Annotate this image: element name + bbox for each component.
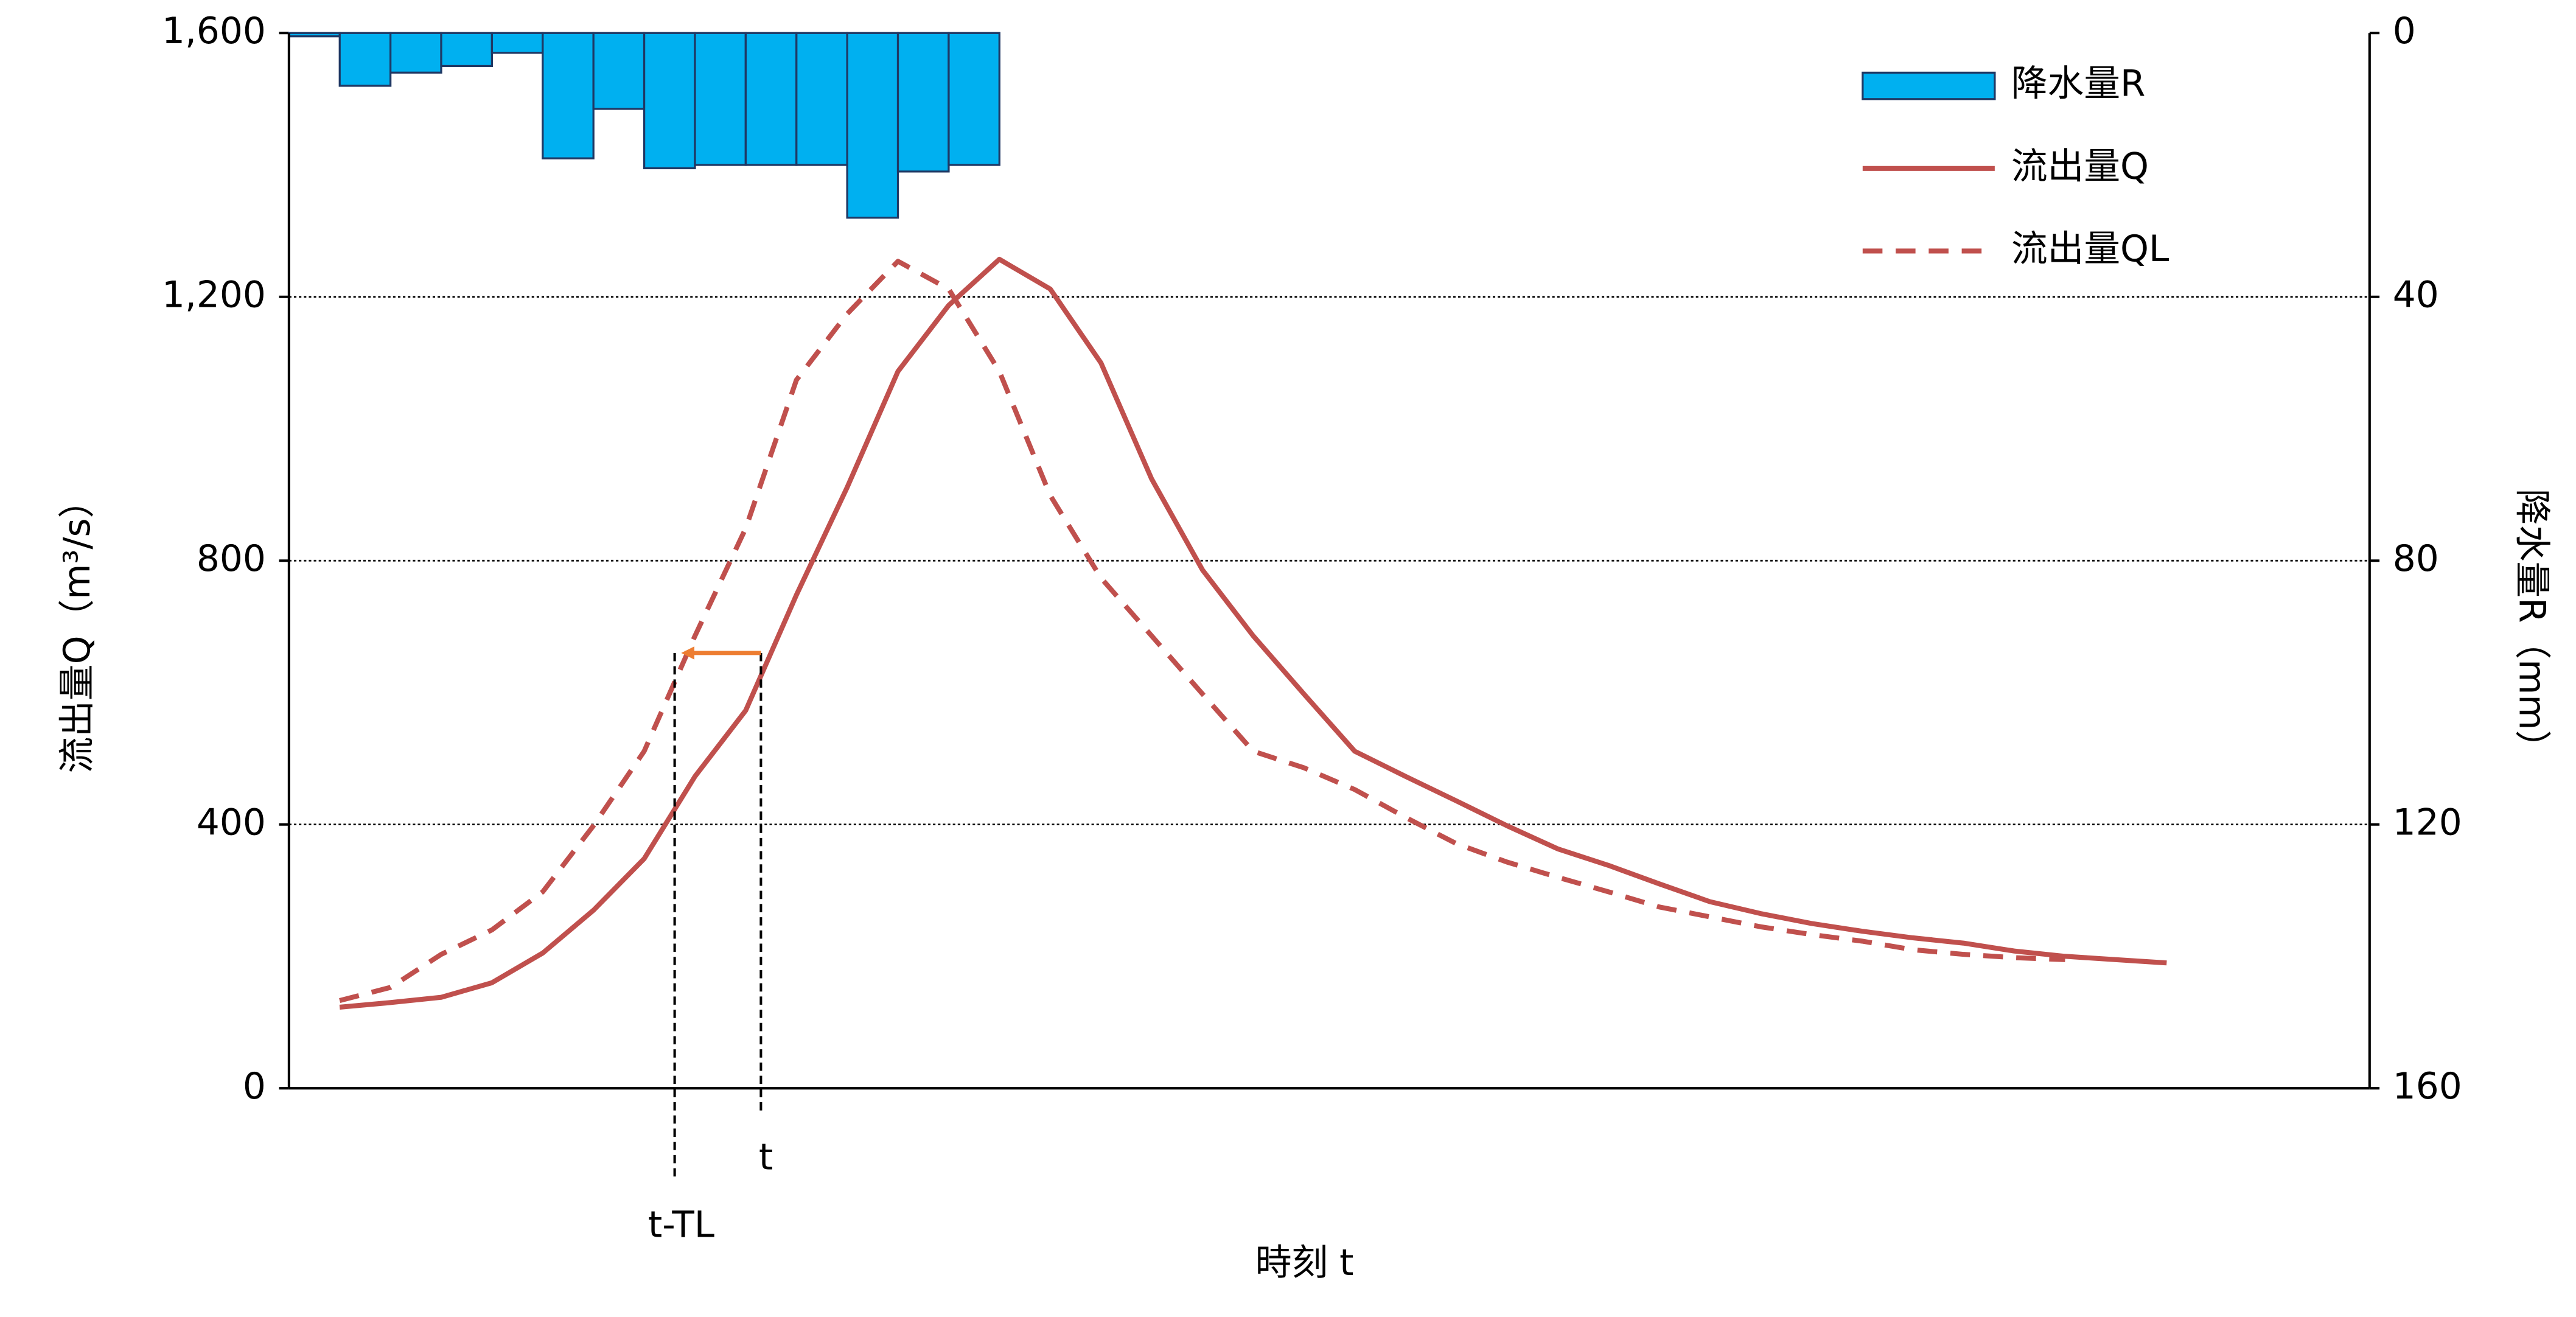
bar: [542, 32, 595, 159]
bar: [643, 32, 696, 170]
x-axis-label: 時刻 t: [1255, 1242, 1354, 1284]
bar: [896, 32, 950, 173]
y-tick-label: 1,600: [162, 10, 266, 52]
bar: [694, 32, 747, 166]
line-series: [339, 259, 2065, 1004]
y2-tick-label: 120: [2393, 802, 2462, 844]
line-series: [339, 256, 2167, 1010]
annotation-label: t-TL: [648, 1204, 714, 1246]
y-tick-label: 400: [197, 802, 266, 844]
y2-tick-label: 0: [2393, 10, 2416, 52]
y2-tick-label: 160: [2393, 1066, 2462, 1108]
bar: [795, 32, 848, 166]
legend-label: 降水量R: [2011, 63, 2146, 105]
bar: [846, 32, 899, 219]
y-tick-label: 1,200: [162, 274, 266, 316]
y2-tick-label: 40: [2393, 274, 2439, 316]
y-tick-label: 800: [197, 538, 266, 580]
bar: [288, 32, 341, 38]
legend-label: 流出量QL: [2011, 228, 2169, 270]
y-tick-label: 0: [243, 1066, 266, 1108]
bar: [490, 32, 544, 54]
y2-tick-label: 80: [2393, 538, 2439, 580]
bar: [592, 32, 646, 110]
y-axis-label: 流出量Q（m³/s）: [57, 482, 99, 774]
legend-swatch: [1862, 71, 1996, 100]
y2-axis-label: 降水量R（mm）: [2510, 489, 2552, 766]
bar: [948, 32, 1000, 166]
bar: [389, 32, 442, 74]
legend-label: 流出量Q: [2011, 145, 2149, 187]
annotation-label: t: [759, 1136, 773, 1178]
bar: [440, 32, 494, 68]
bar: [338, 32, 392, 87]
bar: [744, 32, 798, 166]
